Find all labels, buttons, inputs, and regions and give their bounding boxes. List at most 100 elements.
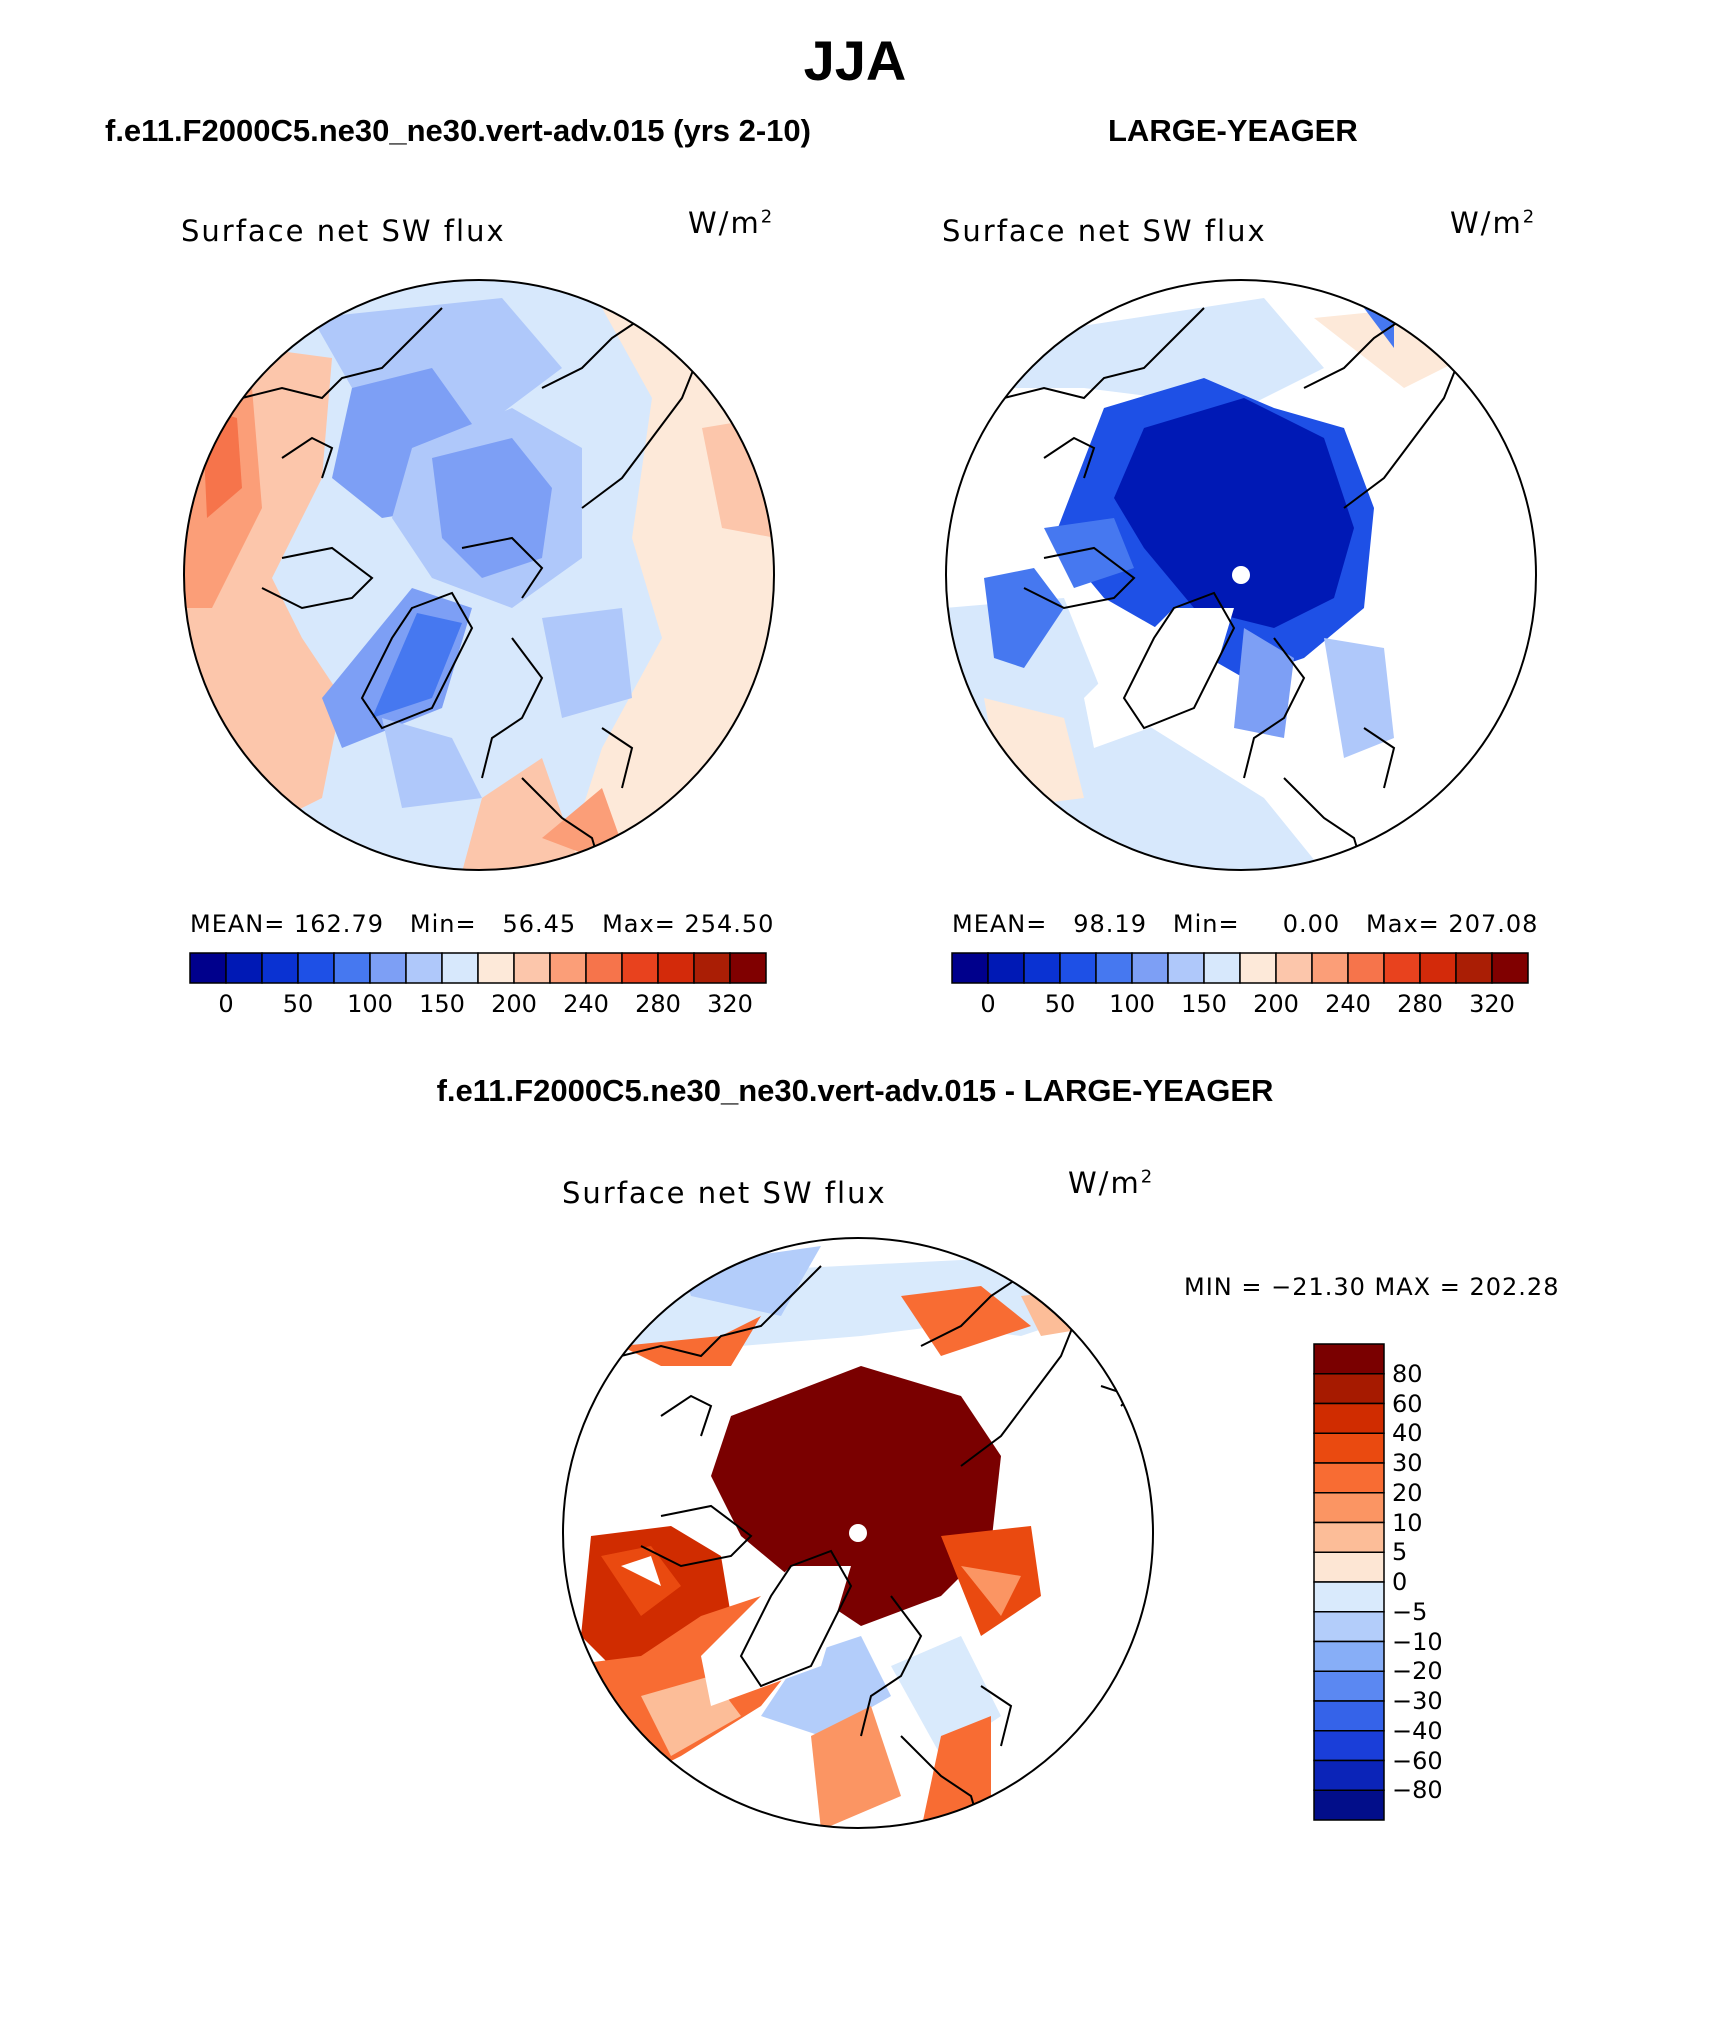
panel1-mean: 162.79: [294, 910, 384, 938]
panel1-colorbar-tick: 50: [282, 990, 314, 1018]
panel2-colorbar-box-7: [1203, 952, 1241, 984]
panel1-colorbar-tick: 150: [419, 990, 465, 1018]
panel3-colorbar-tick: −40: [1392, 1716, 1443, 1745]
panel2-colorbar: [951, 952, 1529, 984]
panel3-colorbar-tick: −20: [1392, 1657, 1443, 1686]
panel2-colorbar-box-11: [1347, 952, 1385, 984]
panel2-unit-label: W/m2: [1450, 206, 1537, 240]
panel3-colorbar-tick: 80: [1392, 1359, 1423, 1388]
panel2-colorbar-box-1: [987, 952, 1025, 984]
panel3-colorbar-box-9: [1313, 1611, 1385, 1643]
panel3-minmax: MIN = −21.30 MAX = 202.28: [1184, 1273, 1560, 1301]
panel1-colorbar-box-5: [369, 952, 407, 984]
panel1-colorbar-tick: 240: [563, 990, 609, 1018]
panel3-colorbar-box-6: [1313, 1521, 1385, 1553]
panel3-colorbar-tick: −80: [1392, 1776, 1443, 1805]
panel2-max: 207.08: [1448, 910, 1539, 938]
panel1-colorbar-box-6: [405, 952, 443, 984]
panel1-colorbar-box-12: [621, 952, 659, 984]
panel2-colorbar-tick: 100: [1109, 990, 1155, 1018]
panel2-colorbar-tick: 0: [980, 990, 996, 1018]
panel1-colorbar-box-13: [657, 952, 695, 984]
panel1-colorbar-tick: 200: [491, 990, 537, 1018]
panel1-colorbar-box-15: [729, 952, 767, 984]
panel1-colorbar-box-8: [477, 952, 515, 984]
panel3-colorbar-box-5: [1313, 1492, 1385, 1524]
panel1-colorbar-tick: 280: [635, 990, 681, 1018]
panel1-stats: MEAN= 162.79 Min= 56.45 Max= 254.50: [190, 910, 775, 938]
panel3-colorbar-tick: 20: [1392, 1478, 1423, 1507]
panel2-colorbar-box-12: [1383, 952, 1421, 984]
panel2-min: 0.00: [1282, 910, 1341, 938]
panel2-colorbar-tick: 320: [1469, 990, 1515, 1018]
panel3-colorbar-tick: 5: [1392, 1538, 1408, 1567]
panel3-colorbar-tick: −60: [1392, 1746, 1443, 1775]
panel2-colorbar-box-6: [1167, 952, 1205, 984]
panel2-colorbar-box-10: [1311, 952, 1349, 984]
panel2-stats: MEAN= 98.19 Min= 0.00 Max= 207.08: [952, 910, 1539, 938]
panel3-colorbar-tick: 0: [1392, 1568, 1408, 1596]
panel3-colorbar-box-3: [1313, 1432, 1385, 1464]
panel2-colorbar-tick: 240: [1325, 990, 1371, 1018]
panel1-colorbar-ticks: 0 50 100 150 200 240 280 320: [190, 990, 766, 1020]
panel3-colorbar-tick: 10: [1392, 1508, 1423, 1537]
figure-title: JJA: [803, 29, 907, 92]
panel3-colorbar-box-11: [1313, 1670, 1385, 1702]
panel3-colorbar-box-8: [1313, 1581, 1385, 1613]
panel1-colorbar-box-9: [513, 952, 551, 984]
panel2-colorbar-ticks: 0 50 100 150 200 240 280 320: [952, 990, 1528, 1020]
panel1-title: f.e11.F2000C5.ne30_ne30.vert-adv.015 (yr…: [105, 113, 811, 148]
panel3-colorbar-tick: 40: [1392, 1419, 1423, 1448]
panel1-colorbar-tick: 0: [218, 990, 234, 1018]
panel1-unit-label: W/m2: [688, 206, 775, 240]
panel2-colorbar-box-14: [1455, 952, 1493, 984]
panel1-max: 254.50: [684, 910, 775, 938]
panel1-variable-label: Surface net SW flux: [181, 214, 506, 248]
panel2-colorbar-box-9: [1275, 952, 1313, 984]
panel3-title: f.e11.F2000C5.ne30_ne30.vert-adv.015 - L…: [436, 1073, 1274, 1108]
panel3-polar-map: [562, 1237, 1154, 1829]
panel1-colorbar: [189, 952, 767, 984]
panel3-colorbar-tick: 60: [1392, 1389, 1423, 1418]
panel2-colorbar-tick: 200: [1253, 990, 1299, 1018]
panel3-colorbar-box-13: [1313, 1730, 1385, 1762]
panel2-colorbar-box-3: [1059, 952, 1097, 984]
panel1-colorbar-box-7: [441, 952, 479, 984]
panel2-title: LARGE-YEAGER: [1108, 113, 1358, 148]
panel3-colorbar-box-4: [1313, 1462, 1385, 1494]
panel3-colorbar-tick: −5: [1392, 1597, 1428, 1626]
panel2-polar-map: [945, 279, 1537, 871]
panel2-colorbar-box-13: [1419, 952, 1457, 984]
panel3-colorbar-box-2: [1313, 1402, 1385, 1434]
panel1-colorbar-tick: 100: [347, 990, 393, 1018]
panel1-colorbar-box-3: [297, 952, 335, 984]
panel2-colorbar-tick: 150: [1181, 990, 1227, 1018]
panel3-colorbar: [1313, 1343, 1385, 1821]
panel1-colorbar-box-1: [225, 952, 263, 984]
panel1-colorbar-box-0: [189, 952, 227, 984]
panel1-colorbar-box-11: [585, 952, 623, 984]
panel1-polar-map: [183, 279, 775, 871]
panel3-colorbar-box-10: [1313, 1640, 1385, 1672]
panel2-variable-label: Surface net SW flux: [942, 214, 1267, 248]
panel2-colorbar-tick: 280: [1397, 990, 1443, 1018]
panel1-colorbar-box-10: [549, 952, 587, 984]
panel2-colorbar-box-4: [1095, 952, 1133, 984]
panel2-colorbar-box-5: [1131, 952, 1169, 984]
panel1-colorbar-box-14: [693, 952, 731, 984]
panel2-colorbar-tick: 50: [1044, 990, 1076, 1018]
panel2-colorbar-box-2: [1023, 952, 1061, 984]
panel1-colorbar-box-4: [333, 952, 371, 984]
panel3-colorbar-ticks: 80 60 40 30 20 10 5 0 −5 −10 −20 −30 −40 −60 −80: [1392, 1344, 1472, 1820]
panel2-colorbar-box-8: [1239, 952, 1277, 984]
panel1-min: 56.45: [502, 910, 577, 938]
panel3-colorbar-box-14: [1313, 1759, 1385, 1791]
panel2-colorbar-box-0: [951, 952, 989, 984]
panel3-colorbar-tick: 30: [1392, 1449, 1423, 1477]
panel3-colorbar-tick: −10: [1392, 1627, 1443, 1656]
panel3-colorbar-box-7: [1313, 1551, 1385, 1583]
panel3-colorbar-box-1: [1313, 1373, 1385, 1405]
panel2-colorbar-box-15: [1491, 952, 1529, 984]
panel2-mean: 98.19: [1073, 910, 1147, 938]
panel3-colorbar-box-15: [1313, 1789, 1385, 1821]
